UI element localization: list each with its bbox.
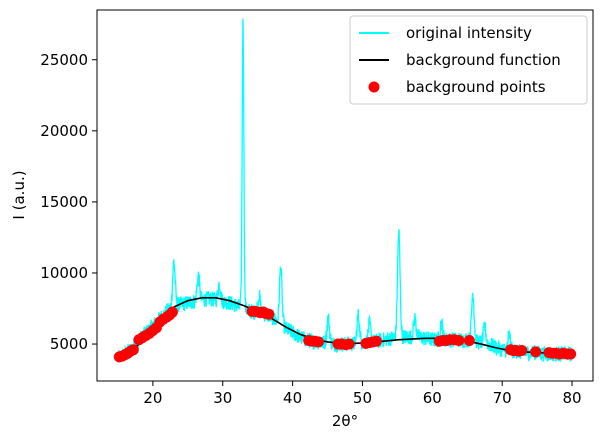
background-point [530, 346, 542, 358]
background-point [453, 334, 465, 346]
background-point [166, 306, 178, 318]
legend-swatch-background-points [368, 81, 380, 93]
background-point [565, 348, 577, 360]
x-axis-label: 2θ° [332, 412, 358, 430]
legend: original intensity background function bac… [349, 15, 588, 105]
y-tick-label: 25000 [40, 51, 88, 69]
background-point [516, 344, 528, 356]
background-point [343, 338, 355, 350]
x-tick-label: 40 [283, 389, 302, 407]
background-point [263, 308, 275, 320]
y-tick-label: 20000 [40, 122, 88, 140]
y-tick-label: 15000 [40, 193, 88, 211]
background-point [463, 334, 475, 346]
background-point [312, 336, 324, 348]
background-point [127, 344, 139, 356]
background-point [370, 335, 382, 347]
plot-frame [96, 9, 594, 382]
legend-box [349, 15, 588, 105]
plot-area [113, 18, 577, 363]
x-tick-label: 20 [143, 389, 162, 407]
axis-ticks: 20 30 40 50 60 70 80 5000 10000 15000 20000 25000 [40, 51, 581, 407]
legend-label: background points [406, 78, 546, 96]
x-tick-label: 30 [213, 389, 232, 407]
legend-label: background function [406, 51, 561, 69]
x-tick-label: 60 [423, 389, 442, 407]
x-tick-label: 50 [353, 389, 372, 407]
y-tick-label: 5000 [50, 335, 88, 353]
y-tick-label: 10000 [40, 264, 88, 282]
legend-label: original intensity [406, 24, 532, 42]
x-tick-label: 80 [562, 389, 581, 407]
y-axis-label: I (a.u.) [10, 170, 28, 219]
x-tick-label: 70 [493, 389, 512, 407]
